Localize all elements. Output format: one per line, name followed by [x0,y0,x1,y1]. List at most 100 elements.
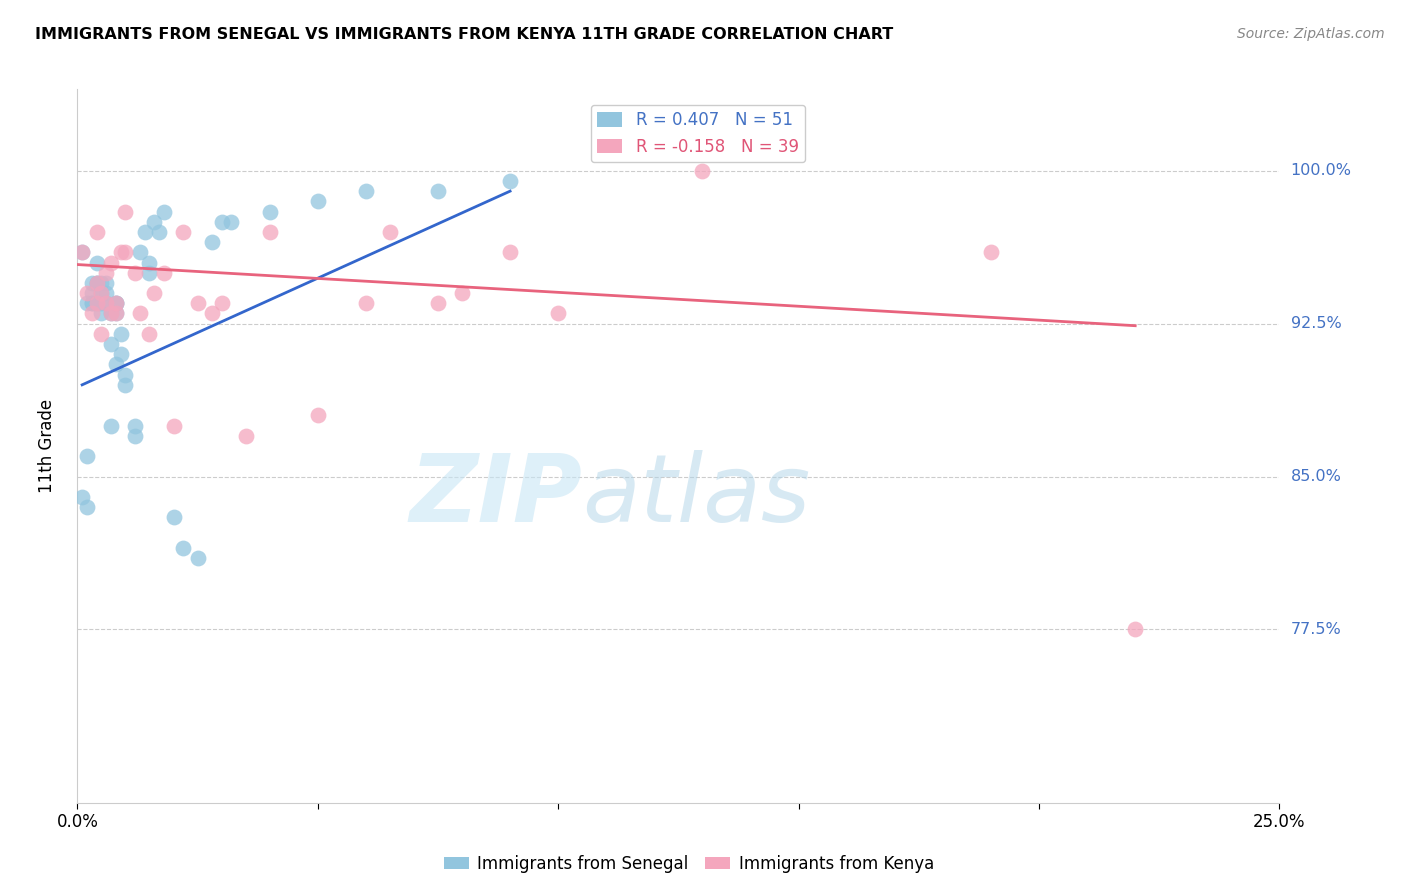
Point [86,276,108,290]
Point [104,306,127,320]
Point [96,296,118,310]
Text: atlas: atlas [582,450,810,541]
Point [110,347,132,361]
Point [70,245,93,260]
Point [100,306,122,320]
Point [76,286,98,301]
Point [80,296,103,310]
Text: 77.5%: 77.5% [1291,622,1341,637]
Point [172,541,194,555]
Text: 92.5%: 92.5% [1291,316,1341,331]
Point [76,500,98,515]
Point [124,266,146,280]
Point [100,306,122,320]
Point [128,306,150,320]
Point [307,194,329,209]
Point [124,429,146,443]
Point [114,368,136,382]
Point [104,358,127,372]
Point [186,551,209,566]
Point [153,204,176,219]
Point [153,266,176,280]
Point [80,296,103,310]
Point [143,215,166,229]
Point [70,245,93,260]
Point [211,296,233,310]
Point [90,326,112,341]
Point [143,286,166,301]
Point [86,296,108,310]
Point [138,266,160,280]
Point [80,306,103,320]
Point [90,286,112,301]
Text: 100.0%: 100.0% [1291,163,1351,178]
Point [692,163,714,178]
Point [219,215,242,229]
Point [134,225,156,239]
Point [96,266,118,280]
Point [80,286,103,301]
Point [307,409,329,423]
Point [162,418,184,433]
Point [104,296,127,310]
Point [138,326,160,341]
Point [114,377,136,392]
Point [100,337,122,351]
Point [110,245,132,260]
Point [1123,623,1146,637]
Legend: Immigrants from Senegal, Immigrants from Kenya: Immigrants from Senegal, Immigrants from… [437,848,941,880]
Point [354,296,377,310]
Point [96,276,118,290]
Point [138,255,160,269]
Point [86,296,108,310]
Point [104,296,127,310]
Text: 85.0%: 85.0% [1291,469,1341,484]
Point [211,215,233,229]
Point [90,276,112,290]
Point [172,225,194,239]
Point [90,296,112,310]
Point [235,429,257,443]
Point [162,510,184,524]
Point [100,418,122,433]
Point [70,490,93,504]
Legend: R = 0.407   N = 51, R = -0.158   N = 39: R = 0.407 N = 51, R = -0.158 N = 39 [591,104,806,162]
Point [499,174,522,188]
Point [427,296,450,310]
Point [148,225,170,239]
Text: IMMIGRANTS FROM SENEGAL VS IMMIGRANTS FROM KENYA 11TH GRADE CORRELATION CHART: IMMIGRANTS FROM SENEGAL VS IMMIGRANTS FR… [35,27,893,42]
Point [451,286,474,301]
Point [86,276,108,290]
Point [104,296,127,310]
Point [980,245,1002,260]
Point [76,296,98,310]
Point [499,245,522,260]
Point [547,306,569,320]
Point [86,276,108,290]
Point [110,326,132,341]
Point [86,255,108,269]
Point [186,296,209,310]
Point [354,184,377,198]
Point [90,306,112,320]
Y-axis label: 11th Grade: 11th Grade [38,399,56,493]
Point [427,184,450,198]
Point [80,276,103,290]
Point [90,286,112,301]
Point [86,225,108,239]
Point [128,245,150,260]
Point [96,296,118,310]
Point [100,255,122,269]
Point [96,286,118,301]
Point [201,235,224,249]
Point [124,418,146,433]
Text: Source: ZipAtlas.com: Source: ZipAtlas.com [1237,27,1385,41]
Text: ZIP: ZIP [409,450,582,542]
Point [259,204,281,219]
Point [114,245,136,260]
Point [76,449,98,463]
Point [378,225,401,239]
Point [104,306,127,320]
Point [259,225,281,239]
Point [201,306,224,320]
